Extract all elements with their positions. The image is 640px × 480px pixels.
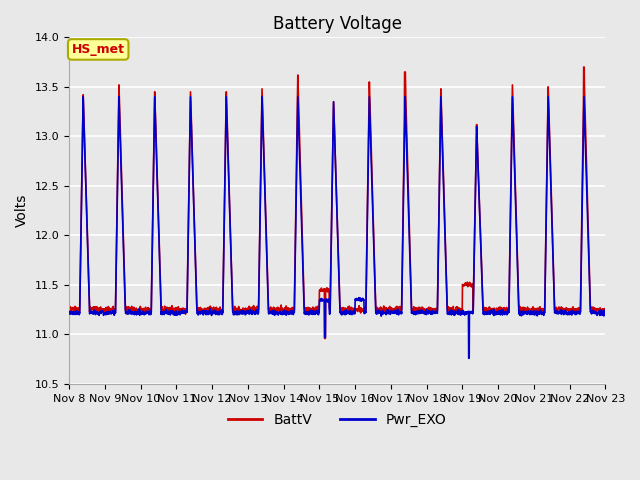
Pwr_EXO (215, 309, 223, 315)
Line: Pwr_EXO: Pwr_EXO (69, 97, 605, 358)
Legend: BattV, Pwr_EXO: BattV, Pwr_EXO (222, 408, 452, 432)
BattV (493, 305, 501, 311)
Pwr_EXO (554, 311, 562, 317)
Pwr_EXO (570, 308, 577, 314)
BattV (353, 306, 360, 312)
BattV (580, 64, 588, 70)
BattV (602, 306, 609, 312)
BattV (554, 306, 562, 312)
BattV (365, 144, 372, 150)
BattV (321, 336, 328, 341)
Pwr_EXO (65, 309, 73, 315)
Pwr_EXO (465, 355, 472, 361)
Pwr_EXO (353, 296, 360, 301)
Y-axis label: Volts: Volts (15, 194, 29, 228)
Text: HS_met: HS_met (72, 43, 125, 56)
Title: Battery Voltage: Battery Voltage (273, 15, 402, 33)
Pwr_EXO (493, 312, 501, 317)
Pwr_EXO (602, 311, 609, 316)
BattV (569, 304, 577, 310)
Pwr_EXO (79, 94, 87, 100)
Line: BattV: BattV (69, 67, 605, 338)
BattV (65, 304, 73, 310)
BattV (215, 306, 223, 312)
Pwr_EXO (365, 156, 372, 162)
